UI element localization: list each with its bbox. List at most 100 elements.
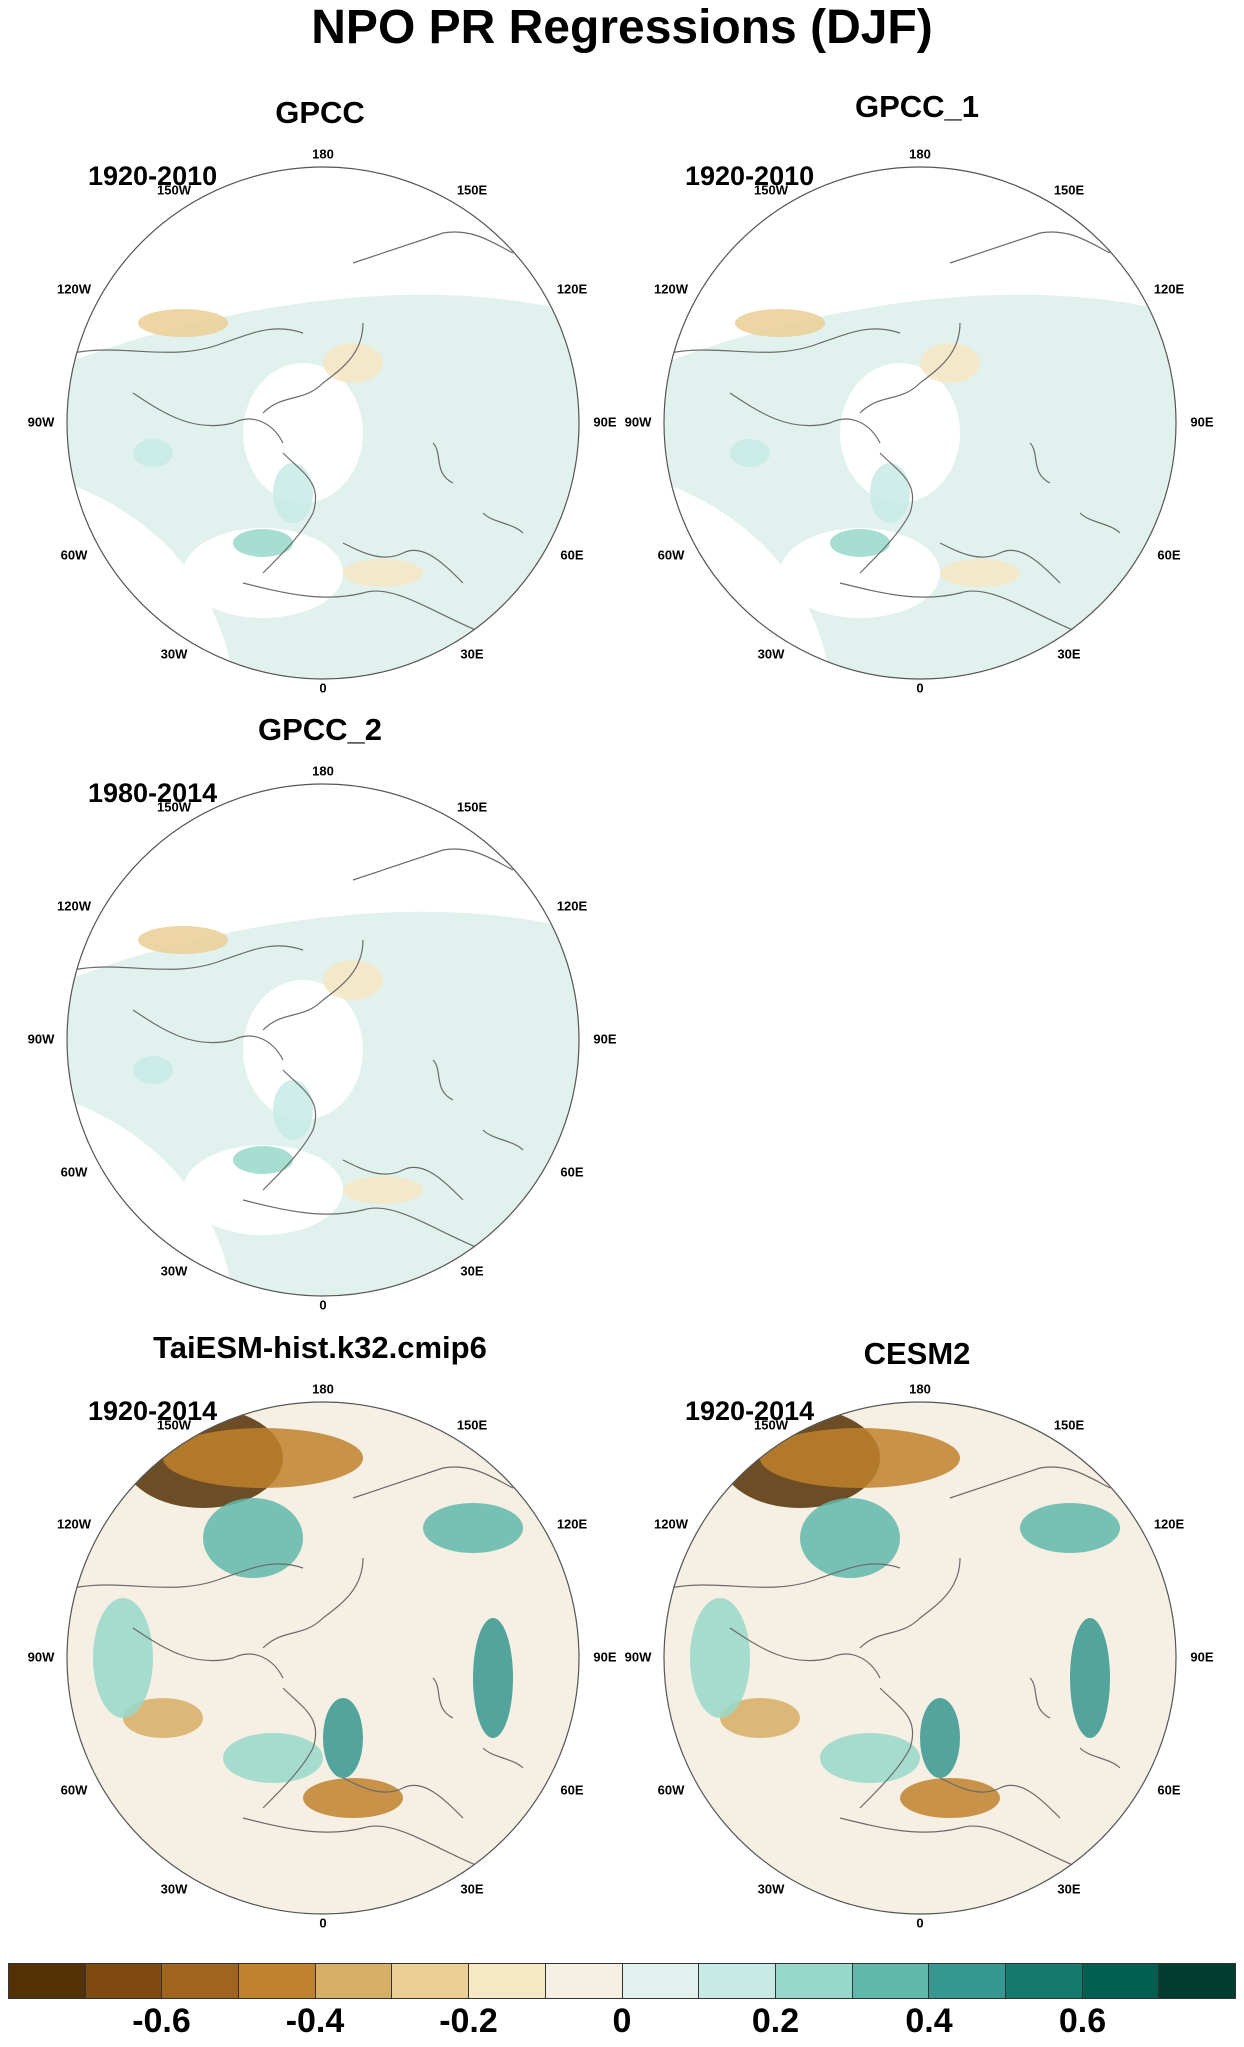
coastline (72, 328, 304, 354)
map-panel-gpcc-2: GPCC_2 1980-2014 180 150E 120E 90E 60E 30E 0 30… (20, 712, 620, 1352)
coastline (729, 1627, 881, 1679)
colorbar-swatch (469, 1964, 546, 1998)
colorbar-swatch (852, 1964, 930, 1998)
coastline (132, 1009, 284, 1061)
regression-anomaly (1070, 1618, 1110, 1738)
longitude-label: 30W (161, 646, 188, 661)
longitude-label: 150W (157, 799, 192, 814)
longitude-label: 60W (658, 1782, 685, 1797)
coastline (432, 442, 454, 484)
regression-anomaly (133, 1056, 173, 1084)
longitude-label: 30W (758, 646, 785, 661)
longitude-label: 30E (460, 1263, 483, 1278)
regression-anomaly (223, 1733, 323, 1783)
coastline (1079, 1747, 1121, 1769)
regression-anomaly (473, 1618, 513, 1738)
map-panel-cesm2: CESM2 1920-2014 180 150E 120E 90E 60E 30E 0 30W… (617, 1336, 1217, 1976)
longitude-label: 30E (1057, 1881, 1080, 1896)
longitude-label: 0 (319, 1915, 326, 1930)
map-panel-taiesm: TaiESM-hist.k32.cmip6 1920-2014 180 150E 1… (20, 1330, 620, 1970)
regression-anomaly (820, 1733, 920, 1783)
coastline (262, 1069, 317, 1191)
regression-anomaly (1020, 1503, 1120, 1553)
coastline (482, 1129, 524, 1151)
longitude-label: 60W (61, 1164, 88, 1179)
coastline (352, 231, 514, 264)
colorbar-tick-label: 0.6 (1058, 2002, 1107, 2040)
regression-anomaly (323, 343, 383, 383)
regression-anomaly (273, 463, 313, 523)
colorbar-tick-label: -0.2 (439, 2002, 498, 2040)
longitude-label: 60E (1157, 547, 1180, 562)
polar-stereographic-map: 180 150E 120E 90E 60E 30E 0 30W 60W 90W 120W 150W (28, 146, 617, 695)
longitude-label: 60E (1157, 1782, 1180, 1797)
longitude-label: 0 (916, 1915, 923, 1930)
map-panel-gpcc-1: GPCC_1 1920-2010 180 150E 120E 90E 60E 30E 0 30… (617, 89, 1217, 729)
colorbar-swatch (1159, 1964, 1235, 1998)
coastline (432, 1677, 454, 1719)
polar-stereographic-map: 180 150E 120E 90E 60E 30E 0 30W 60W 90W 120W 150W (28, 763, 617, 1312)
panel-title: GPCC (275, 95, 365, 130)
longitude-label: 90E (593, 1649, 616, 1664)
regression-anomaly (940, 559, 1020, 587)
colorbar-swatch (622, 1964, 700, 1998)
coastline (1079, 512, 1121, 534)
regression-anomaly (303, 1778, 403, 1818)
coastline (72, 1563, 304, 1589)
coastline (949, 231, 1111, 264)
regression-anomaly (138, 309, 228, 337)
longitude-label: 60W (658, 547, 685, 562)
longitude-label: 120E (557, 898, 588, 913)
polar-stereographic-map: 180 150E 120E 90E 60E 30E 0 30W 60W 90W 120W 150W (625, 1381, 1214, 1930)
colorbar-swatch (85, 1964, 163, 1998)
longitude-label: 150W (157, 182, 192, 197)
regression-anomaly (760, 1428, 960, 1488)
regression-anomaly (138, 926, 228, 954)
coastline (482, 512, 524, 534)
coastline (859, 322, 961, 414)
longitude-label: 150E (1054, 1417, 1085, 1432)
longitude-label: 180 (312, 146, 334, 161)
longitude-label: 90E (593, 1031, 616, 1046)
longitude-label: 90E (593, 414, 616, 429)
longitude-label: 0 (319, 680, 326, 695)
longitude-label: 30E (1057, 646, 1080, 661)
regression-anomaly (343, 1176, 423, 1204)
coastline (859, 1687, 914, 1809)
colorbar-tick-label: 0 (612, 2002, 632, 2040)
coastline (432, 1059, 454, 1101)
longitude-label: 120E (1154, 1516, 1185, 1531)
coastline (262, 452, 317, 574)
longitude-label: 180 (312, 763, 334, 778)
colorbar-tick-label: -0.6 (132, 2002, 191, 2040)
coastline (72, 945, 304, 971)
longitude-label: 60E (560, 1164, 583, 1179)
panel-title: TaiESM-hist.k32.cmip6 (153, 1330, 487, 1365)
map-boundary-circle (663, 1401, 1177, 1915)
longitude-label: 120E (557, 1516, 588, 1531)
regression-anomaly (323, 1698, 363, 1778)
regression-anomaly (720, 1698, 800, 1738)
coastline (1029, 1677, 1051, 1719)
coastline (839, 1817, 1081, 1869)
longitude-label: 0 (916, 680, 923, 695)
colorbar-swatch (162, 1964, 240, 1998)
longitude-label: 150W (754, 182, 789, 197)
figure-title: NPO PR Regressions (DJF) (311, 1, 933, 54)
coastline (342, 1159, 464, 1201)
longitude-label: 90E (1190, 414, 1213, 429)
regression-anomaly (900, 1778, 1000, 1818)
map-boundary-circle (66, 166, 580, 680)
regression-anomaly (203, 1498, 303, 1578)
colorbar-tick-label: 0.4 (905, 2002, 953, 2040)
coastline (1029, 442, 1051, 484)
longitude-label: 150E (457, 1417, 488, 1432)
polar-stereographic-map: 180 150E 120E 90E 60E 30E 0 30W 60W 90W 120W 150W (625, 146, 1214, 695)
regression-anomaly (800, 1498, 900, 1578)
longitude-label: 30E (460, 646, 483, 661)
panel-period: 1920-2014 (88, 1396, 218, 1426)
colorbar-swatch (315, 1964, 393, 1998)
coastline (859, 452, 914, 574)
no-data-region (243, 363, 363, 503)
regression-anomaly (920, 343, 980, 383)
